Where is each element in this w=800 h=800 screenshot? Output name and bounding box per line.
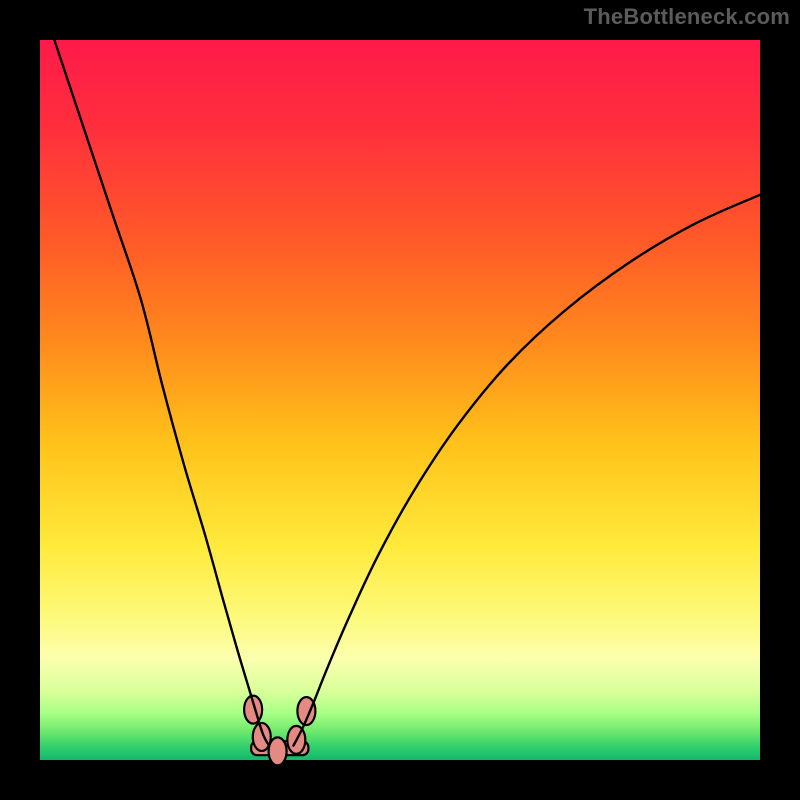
chart-canvas: TheBottleneck.com [0, 0, 800, 800]
watermark-text: TheBottleneck.com [584, 4, 790, 30]
bottleneck-chart-svg [0, 0, 800, 800]
valley-marker-lobe [269, 737, 287, 765]
plot-area [40, 40, 760, 760]
